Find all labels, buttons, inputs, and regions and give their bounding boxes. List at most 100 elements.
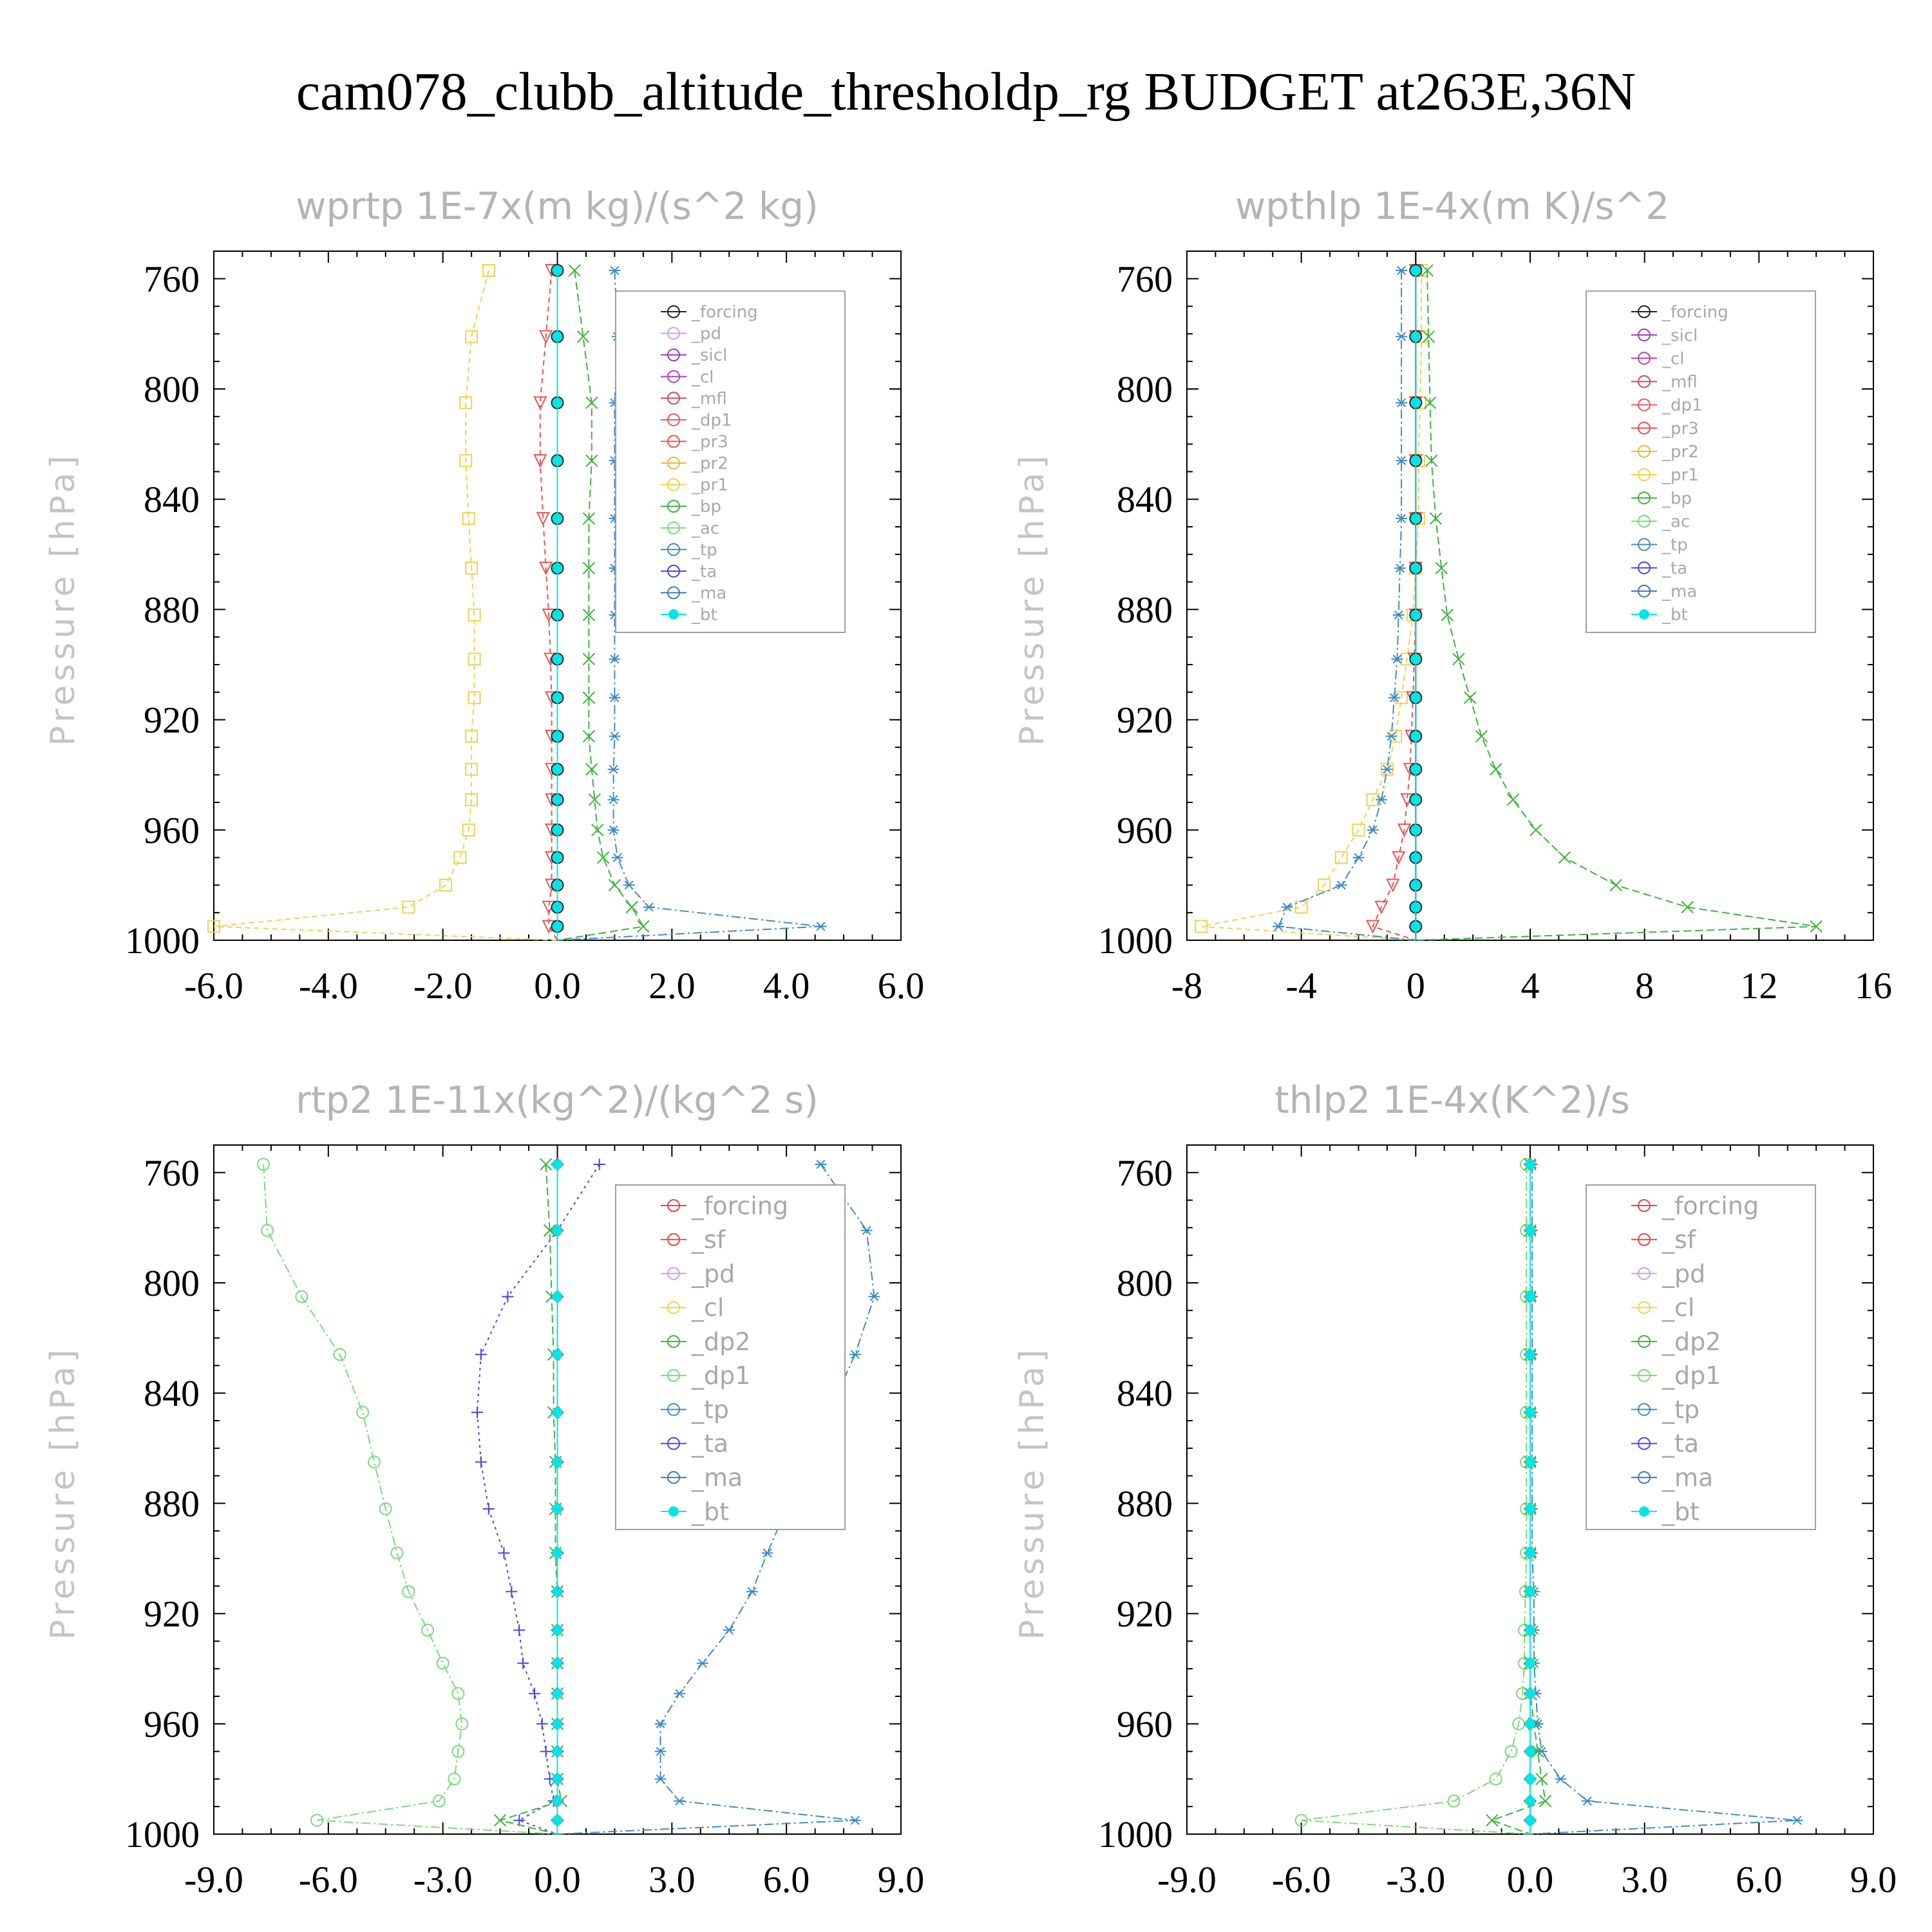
series_dp1 <box>1294 1157 1533 1835</box>
legend-label: _tp <box>1662 536 1688 555</box>
data-point <box>552 1457 563 1468</box>
data-point <box>1452 652 1465 666</box>
legend-marker <box>1638 1471 1651 1484</box>
data-point <box>1525 1815 1535 1826</box>
data-point <box>623 880 635 890</box>
data-point <box>513 1624 526 1636</box>
legend-marker <box>667 1267 680 1280</box>
data-point <box>471 1406 484 1419</box>
data-point <box>390 1546 404 1560</box>
legend-marker <box>1638 468 1651 482</box>
legend-label: _tp <box>691 1396 729 1424</box>
series_pr3 <box>533 263 559 941</box>
x-tick-label: 0.0 <box>534 965 581 1007</box>
legend-marker <box>667 457 680 469</box>
data-point <box>582 730 596 743</box>
data-point <box>528 1687 540 1700</box>
data-point <box>582 691 596 705</box>
legend-label: _pr1 <box>691 476 728 495</box>
series_tp <box>557 1159 880 1835</box>
legend-marker <box>1638 1267 1651 1280</box>
data-point <box>1525 1349 1535 1360</box>
y-tick-label: 920 <box>1117 699 1173 741</box>
data-point <box>295 1290 308 1303</box>
legend-label: _pr1 <box>1662 466 1699 485</box>
x-tick-label: -8 <box>1171 965 1202 1007</box>
series_bt <box>552 265 563 940</box>
data-point <box>1581 1796 1593 1806</box>
panel-thlp2: thlp2 1E-4x(K^2)/s Pressure [hPa] -9.0 -6… <box>1013 1078 1897 1900</box>
data-point <box>462 823 475 837</box>
y-tick-label: 760 <box>144 258 200 300</box>
data-point <box>552 397 563 408</box>
data-point <box>1388 693 1401 703</box>
data-point <box>1525 1159 1535 1170</box>
legend-marker <box>667 1437 680 1450</box>
x-tick-label: 2.0 <box>649 965 696 1007</box>
data-point <box>1410 794 1421 805</box>
legend-label: _dp1 <box>691 411 732 430</box>
legend-label: _forcing <box>1662 303 1728 322</box>
data-point <box>552 880 563 891</box>
data-point <box>468 652 481 666</box>
data-point <box>552 1688 563 1699</box>
data-point <box>552 1774 563 1785</box>
data-point <box>643 902 655 912</box>
data-point <box>465 562 478 575</box>
data-point <box>552 1407 563 1418</box>
x-tick-label: 16 <box>1855 965 1892 1007</box>
data-point <box>625 900 638 914</box>
x-tick-label: 3.0 <box>1621 1859 1668 1900</box>
data-point <box>1435 562 1448 574</box>
data-point <box>536 512 550 526</box>
data-point <box>637 920 650 933</box>
data-point <box>1385 732 1397 741</box>
legend-marker <box>1638 375 1651 388</box>
legend-marker <box>667 1368 680 1382</box>
data-point <box>868 1292 880 1302</box>
data-point <box>591 824 604 837</box>
data-point <box>1410 852 1421 863</box>
data-point <box>1539 1794 1552 1808</box>
y-axis-title: Pressure [hPa] <box>1013 452 1052 746</box>
data-point <box>453 851 467 864</box>
legend-marker <box>1638 538 1651 551</box>
legend-label: _ac <box>691 519 719 538</box>
data-point <box>1525 1688 1535 1699</box>
legend-marker <box>667 1471 680 1484</box>
x-tick-label: -3.0 <box>413 1859 473 1900</box>
y-tick-label: 1000 <box>1098 1814 1173 1855</box>
y-tick-label: 840 <box>1117 478 1173 520</box>
legend-label: _ta <box>691 562 717 582</box>
data-point <box>451 1745 465 1758</box>
series-line <box>1416 270 1817 941</box>
data-point <box>1335 880 1347 890</box>
data-point <box>609 265 621 275</box>
data-point <box>448 1772 461 1786</box>
y-tick-label: 1000 <box>125 1814 200 1855</box>
data-point <box>1352 853 1365 862</box>
legend-label: _cl <box>691 1294 724 1322</box>
data-point <box>1555 1774 1567 1784</box>
series-line <box>476 1164 600 1835</box>
data-point <box>421 1624 434 1637</box>
series-line <box>1372 270 1417 941</box>
legend-label: _pr2 <box>1662 442 1699 462</box>
data-point <box>552 852 563 863</box>
data-point <box>533 396 547 410</box>
legend-marker <box>1638 1335 1651 1349</box>
data-point <box>1525 1718 1535 1729</box>
y-tick-label: 960 <box>144 810 200 851</box>
legend-label: _ma <box>1662 1464 1713 1492</box>
legend-marker <box>1638 1301 1651 1314</box>
y-tick-label: 800 <box>1117 368 1173 410</box>
data-point <box>1410 824 1421 835</box>
data-point <box>1525 1795 1535 1806</box>
y-tick-label: 880 <box>1117 589 1173 630</box>
data-point <box>540 1745 552 1757</box>
panel-rtp2: rtp2 1E-11x(kg^2)/(kg^2 s) Pressure [hPa… <box>44 1078 924 1900</box>
data-point <box>654 1719 667 1728</box>
x-tick-label: 12 <box>1740 965 1777 1007</box>
data-point <box>482 263 495 277</box>
data-point <box>1681 900 1694 914</box>
